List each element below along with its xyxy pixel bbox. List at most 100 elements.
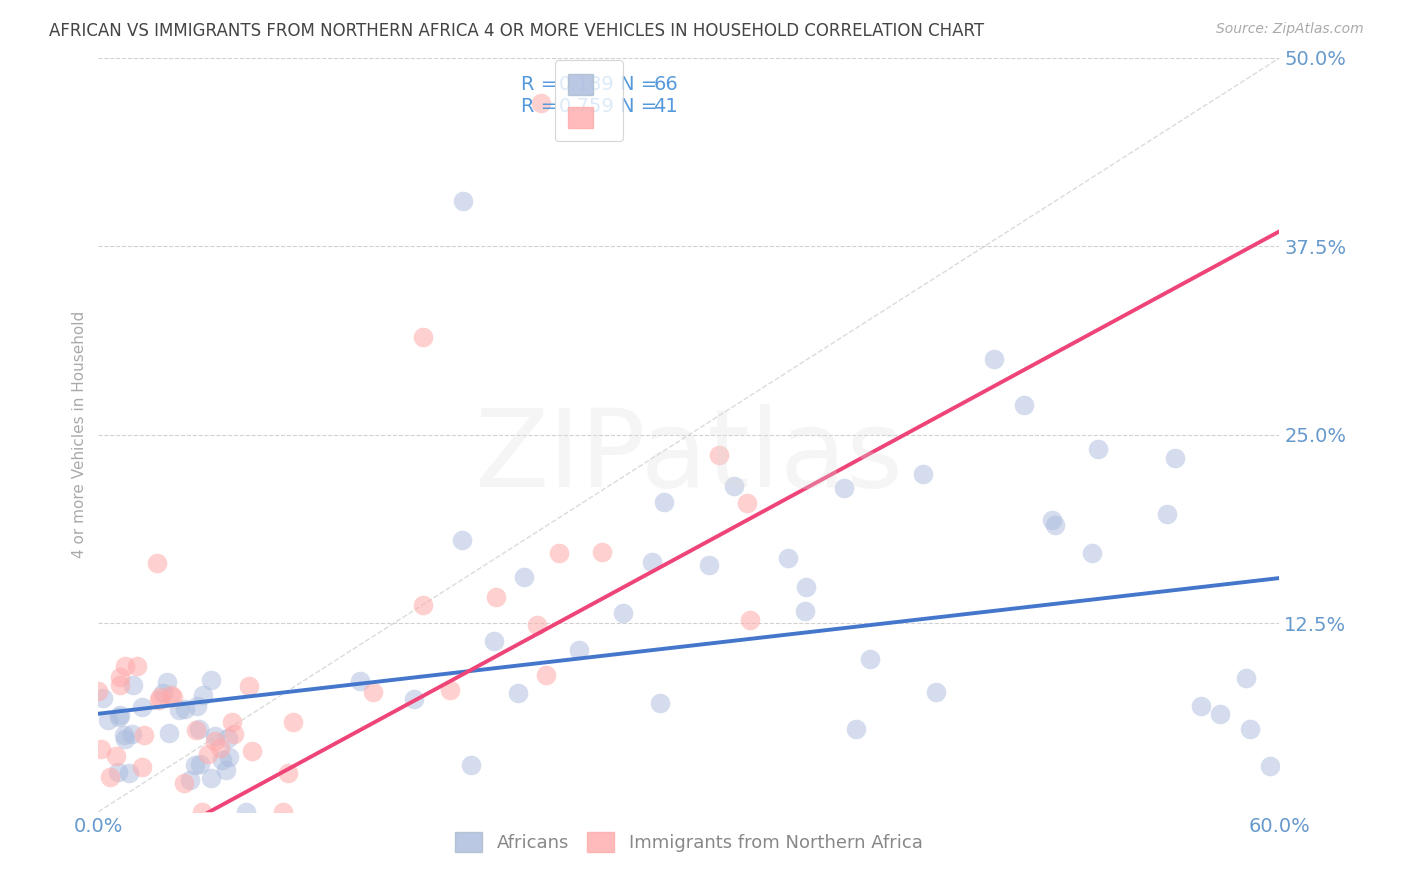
Point [460,758,482,772]
Point [122,677,145,691]
Text: 0.189: 0.189 [560,75,614,95]
Point [110,670,132,684]
Point [506,686,529,700]
Text: R =: R = [522,97,558,116]
Point [412,330,434,344]
Text: N =: N = [620,75,658,95]
Point [1156,507,1178,521]
Point [93,690,115,705]
Point [156,675,179,690]
Point [697,558,720,572]
Text: R =: R = [522,75,558,95]
Point [451,194,474,209]
Y-axis label: 4 or more Vehicles in Household: 4 or more Vehicles in Household [72,311,87,558]
Point [238,680,260,694]
Point [451,533,474,548]
Point [650,696,672,710]
Point [167,703,190,717]
Point [925,685,948,699]
Point [404,691,426,706]
Point [512,570,534,584]
Point [184,757,207,772]
Point [224,727,246,741]
Point [1258,759,1281,773]
Point [1080,546,1102,560]
Point [277,766,299,780]
Point [193,688,215,702]
Point [217,731,239,745]
Point [97,713,120,727]
Point [90,741,112,756]
Point [641,555,664,569]
Point [485,590,508,604]
Point [568,642,591,657]
Point [1209,706,1232,721]
Point [1189,699,1212,714]
Point [536,668,558,682]
Point [98,770,121,784]
Legend: Africans, Immigrants from Northern Africa: Africans, Immigrants from Northern Afric… [449,825,929,859]
Point [612,606,634,620]
Point [794,581,817,595]
Point [204,729,226,743]
Point [1040,513,1063,527]
Point [707,449,730,463]
Text: 41: 41 [654,97,678,116]
Point [160,688,183,702]
Point [208,741,231,756]
Point [162,690,184,705]
Point [107,765,129,780]
Point [723,479,745,493]
Text: N =: N = [620,97,658,116]
Point [1234,671,1257,685]
Point [776,551,799,566]
Point [211,753,233,767]
Point [108,678,131,692]
Point [152,686,174,700]
Point [200,771,222,785]
Text: 66: 66 [654,75,678,95]
Point [132,728,155,742]
Point [197,747,219,761]
Point [200,673,222,687]
Point [108,710,131,724]
Point [131,759,153,773]
Point [271,805,294,819]
Point [114,658,136,673]
Point [859,652,882,666]
Point [218,750,240,764]
Point [1087,442,1109,456]
Point [188,757,211,772]
Point [149,690,172,704]
Point [184,723,207,738]
Text: 0.759: 0.759 [560,97,614,116]
Point [240,744,263,758]
Point [361,684,384,698]
Point [1043,517,1066,532]
Point [215,763,238,777]
Text: Source: ZipAtlas.com: Source: ZipAtlas.com [1216,22,1364,37]
Point [191,805,214,819]
Point [911,467,934,481]
Point [349,673,371,688]
Point [108,708,131,723]
Point [735,496,758,510]
Point [148,693,170,707]
Point [118,765,141,780]
Point [125,659,148,673]
Point [174,702,197,716]
Point [1164,450,1187,465]
Point [87,684,110,698]
Point [832,481,855,495]
Point [131,700,153,714]
Text: ZIPatlas: ZIPatlas [475,404,903,510]
Point [526,618,548,632]
Point [121,727,143,741]
Point [482,633,505,648]
Point [204,734,226,748]
Point [114,732,136,747]
Point [104,749,127,764]
Point [1239,722,1261,736]
Text: AFRICAN VS IMMIGRANTS FROM NORTHERN AFRICA 4 OR MORE VEHICLES IN HOUSEHOLD CORRE: AFRICAN VS IMMIGRANTS FROM NORTHERN AFRI… [49,22,984,40]
Point [146,556,169,570]
